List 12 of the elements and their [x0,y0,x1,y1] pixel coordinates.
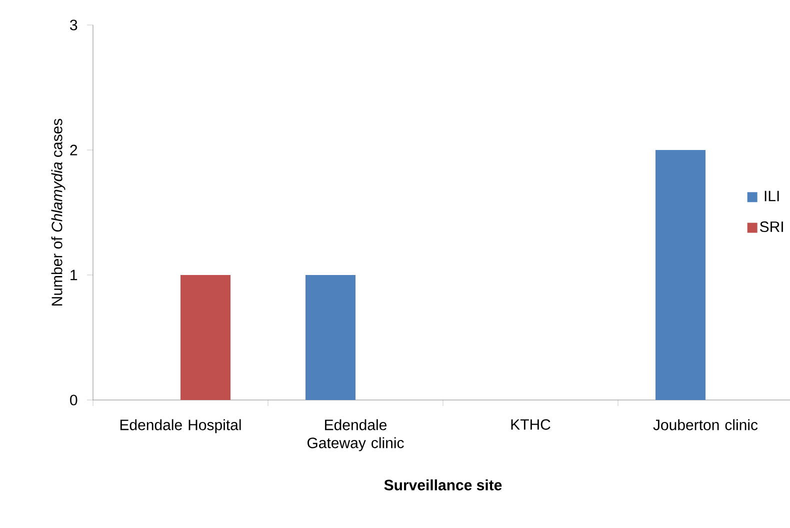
x-tick-label: Jouberton clinic [653,419,758,430]
y-tick-label: 2 [70,144,78,156]
x-tick-label: Edendale Gateway clinic [307,419,404,452]
y-axis-title: Number of Chlamydia cases [51,118,66,306]
y-tick-label: 0 [70,394,78,406]
y-tick-label: 1 [70,270,78,280]
x-axis-title: Surveillance site [384,479,502,490]
x-tick-label: KTHC [511,419,550,430]
x-tick-label: Edendale Hospital [120,419,241,434]
legend-label: ILI [764,190,779,202]
y-tick-label: 3 [70,20,78,30]
legend-label: SRI [760,221,783,232]
